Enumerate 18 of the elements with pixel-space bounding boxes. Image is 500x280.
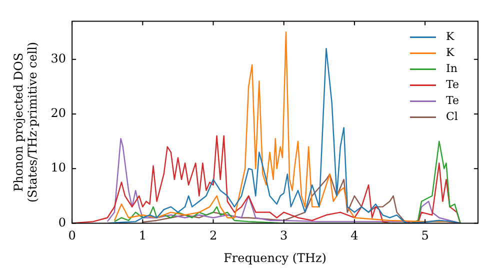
x-tick-label: 3 [280,228,288,243]
x-tick-label: 0 [68,228,76,243]
legend-label: K [446,46,455,60]
x-tick-label: 5 [421,228,429,243]
x-tick-label: 1 [138,228,146,243]
legend-label: K [446,30,455,44]
y-tick-label: 10 [50,160,66,175]
x-axis-title: Frequency (THz) [224,250,326,265]
y-axis-title: Phonon projected DOS (States/THz·primitive cell) [11,42,40,203]
x-tick-label: 4 [350,228,359,243]
y-tick-label: 20 [50,106,66,120]
legend-label: In [446,62,458,76]
y-tick-label: 0 [58,215,66,230]
y-tick-label: 30 [50,52,66,66]
x-tick-label: 2 [209,228,218,243]
legend-label: Te [446,78,459,92]
legend-label: Te [446,94,459,108]
legend-label: Cl [446,110,458,124]
